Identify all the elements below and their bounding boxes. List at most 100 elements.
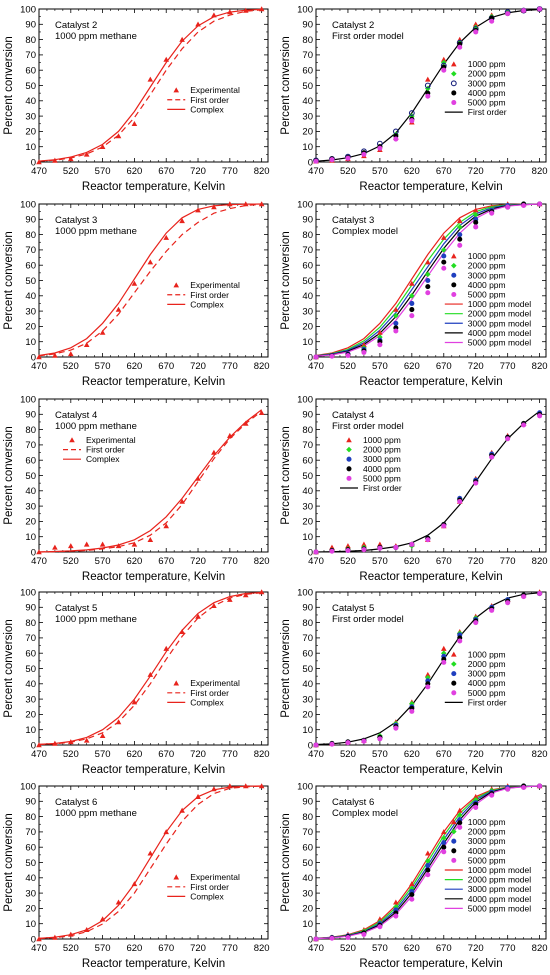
data-point: [313, 354, 319, 360]
legend-entry: First order: [363, 483, 402, 493]
data-point: [99, 733, 106, 739]
x-tick-label: 520: [63, 166, 79, 177]
panel-annotation: 1000 ppm methane: [55, 808, 137, 819]
x-tick-label: 520: [63, 556, 79, 567]
data-point: [456, 812, 463, 818]
y-tick-label: 10: [302, 337, 313, 348]
y-tick-label: 100: [297, 394, 313, 405]
x-tick-label: 670: [436, 749, 452, 760]
y-tick-label: 90: [302, 797, 313, 808]
data-point: [163, 56, 170, 62]
y-tick-label: 70: [302, 827, 313, 838]
y-axis-label: Percent conversion: [3, 619, 15, 717]
y-axis-label: Percent conversion: [3, 813, 15, 911]
panel-annotation: First order model: [332, 421, 404, 432]
data-point: [489, 792, 495, 798]
y-tick-label: 80: [25, 35, 36, 46]
x-tick-label: 770: [500, 361, 516, 372]
data-point: [425, 259, 431, 265]
y-tick-label: 60: [25, 456, 36, 467]
x-tick-label: 670: [436, 943, 452, 954]
legend-marker: [451, 828, 457, 835]
x-axis-label: Reactor temperature, Kelvin: [82, 571, 225, 583]
x-tick-label: 720: [468, 166, 484, 177]
legend-marker: [451, 262, 457, 269]
data-point: [393, 544, 399, 550]
y-tick-label: 0: [31, 740, 36, 751]
data-point: [345, 352, 351, 358]
data-point: [377, 736, 383, 742]
x-tick-label: 470: [308, 361, 324, 372]
data-point: [457, 236, 463, 242]
data-point: [52, 157, 58, 163]
chart-panel-2: 0 10 20 30 40 50 60 70 80 90 100 470 520 570 620 670 720…: [280, 4, 548, 193]
data-point: [345, 547, 351, 553]
data-point: [457, 638, 463, 644]
chart-panel-7: 0 10 20 30 40 50 60 70 80 90 100 470 520 570 620 670 720…: [3, 587, 270, 776]
x-tick-label: 670: [436, 166, 452, 177]
data-point: [441, 840, 447, 846]
plot-frame: [38, 591, 269, 746]
panel-annotation: 1000 ppm methane: [55, 421, 137, 432]
y-tick-label: 50: [302, 81, 313, 92]
y-tick-label: 20: [25, 322, 36, 333]
legend-entry: Experimental: [190, 872, 240, 882]
y-tick-label: 40: [302, 291, 313, 302]
y-tick-label: 40: [25, 486, 36, 497]
x-tick-label: 570: [95, 749, 111, 760]
y-tick-label: 40: [302, 486, 313, 497]
plot-frame: [38, 203, 269, 358]
data-point: [440, 56, 447, 62]
legend-entry: 4000 ppm: [363, 464, 401, 474]
series-markers-experimental: [36, 409, 265, 555]
y-tick-label: 20: [302, 127, 313, 138]
y-tick-label: 50: [25, 858, 36, 869]
data-point: [258, 6, 265, 12]
data-point: [457, 232, 463, 238]
panel-annotation: Catalyst 6: [332, 797, 374, 808]
data-point: [147, 536, 154, 542]
data-point: [36, 354, 42, 360]
legend-entry: Experimental: [190, 85, 240, 95]
series-complex: [38, 785, 262, 939]
series-markers-5000-ppm: [313, 591, 543, 748]
x-tick-label: 720: [468, 361, 484, 372]
x-tick-label: 470: [31, 361, 47, 372]
x-tick-label: 470: [31, 943, 47, 954]
data-point: [393, 312, 399, 319]
legend-marker: [346, 466, 352, 472]
data-point: [393, 725, 399, 731]
data-point: [115, 719, 122, 725]
y-tick-label: 30: [25, 694, 36, 705]
panel-annotation: 1000 ppm methane: [55, 31, 137, 42]
data-point: [409, 708, 415, 714]
data-point: [345, 543, 351, 549]
data-point: [195, 207, 201, 213]
legend-marker: [451, 61, 457, 67]
legend-entry: 2000 ppm: [468, 827, 506, 837]
series-line: [38, 785, 262, 940]
y-tick-label: 60: [302, 456, 313, 467]
y-axis-label: Percent conversion: [3, 231, 15, 329]
legend-entry: Complex: [86, 454, 120, 464]
plot-frame: [38, 8, 269, 163]
data-point: [361, 151, 367, 157]
y-tick-label: 0: [308, 352, 313, 363]
data-point: [425, 76, 431, 82]
data-point: [441, 844, 447, 850]
legend-entry: 1000 ppm: [468, 59, 506, 69]
data-point: [313, 936, 319, 942]
y-tick-label: 60: [25, 261, 36, 272]
series-first-order: [38, 203, 262, 357]
legend-entry: 1000 ppm model: [468, 865, 531, 875]
data-point: [505, 786, 511, 792]
data-point: [521, 785, 527, 791]
legend-marker: [69, 437, 75, 443]
chart-panel-8: 0 10 20 30 40 50 60 70 80 90 100 470 520 570 620 670 720…: [280, 587, 548, 776]
legend-marker: [451, 671, 457, 677]
data-point: [361, 349, 367, 355]
x-tick-label: 820: [532, 749, 548, 760]
y-tick-label: 40: [25, 679, 36, 690]
legend-entry: 5000 ppm: [363, 473, 401, 483]
